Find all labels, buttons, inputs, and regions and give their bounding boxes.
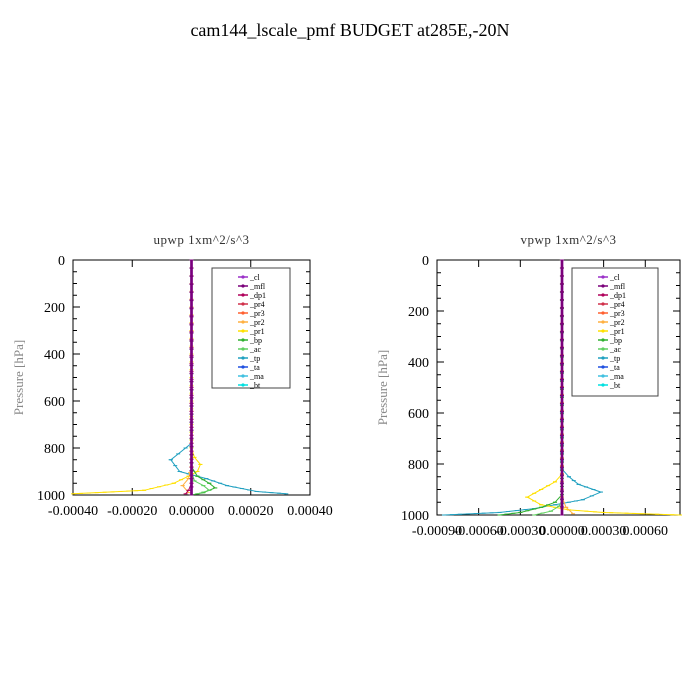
chart2-legend-marker (601, 365, 605, 369)
chart2-xtick-label: -0.00060 (454, 524, 504, 539)
chart2-ylabel: Pressure [hPa] (375, 350, 390, 425)
chart1-legend-marker (241, 293, 245, 297)
chart1-legend-label: _ac (249, 345, 262, 354)
chart1-ytick-label: 600 (44, 395, 65, 410)
chart2-ytick-label: 800 (408, 458, 429, 473)
chart1-legend-marker (241, 365, 245, 369)
chart1-legend-label: _cl (249, 273, 261, 282)
chart2-legend-marker (601, 293, 605, 297)
figure-title: cam144_lscale_pmf BUDGET at285E,-20N (190, 20, 510, 40)
chart1-ytick-label: 0 (58, 254, 65, 269)
chart1-legend-label: _ma (249, 372, 264, 381)
chart2-legend-label: _pr1 (609, 327, 625, 336)
chart2-ytick-label: 1000 (401, 509, 429, 524)
chart1-xtick-label: 0.00020 (228, 504, 274, 519)
chart2-legend-label: _mfl (609, 282, 626, 291)
chart1-ytick-label: 200 (44, 301, 65, 316)
chart1-ytick-label: 400 (44, 348, 65, 363)
chart1-legend-marker (241, 383, 245, 387)
chart1-legend-label: _pr2 (249, 318, 265, 327)
chart2-legend-label: _bt (609, 381, 621, 390)
chart1-legend-label: _dp1 (249, 291, 266, 300)
chart1-xtick-label: -0.00040 (48, 504, 98, 519)
chart1-legend-marker (241, 374, 245, 378)
chart1-xtick-label: -0.00020 (107, 504, 157, 519)
chart2-ytick-label: 0 (422, 254, 429, 269)
chart1-legend-marker (241, 338, 245, 342)
chart1-legend-label: _tp (249, 354, 260, 363)
chart1-legend-label: _pr4 (249, 300, 265, 309)
chart1-legend-marker (241, 275, 245, 279)
chart1-legend-label: _ta (249, 363, 260, 372)
chart2-xtick-label: 0.00060 (623, 524, 669, 539)
chart1-xtick-label: 0.00040 (287, 504, 333, 519)
chart2-legend-box (571, 267, 659, 397)
chart1-xtick-label: 0.00000 (169, 504, 215, 519)
chart1-series-line-pr1 (72, 260, 201, 495)
chart1-legend-marker (241, 347, 245, 351)
chart1-legend-label: _bp (249, 336, 262, 345)
chart1-legend-marker (241, 284, 245, 288)
chart2-xtick-label: 0.00030 (581, 524, 627, 539)
chart2-ytick-label: 600 (408, 407, 429, 422)
chart1-legend-box (211, 267, 291, 389)
chart1-ylabel: Pressure [hPa] (11, 340, 26, 415)
chart2-series-line-ac (534, 260, 563, 516)
chart2-legend-label: _pr3 (609, 309, 625, 318)
chart2-legend-marker (601, 284, 605, 288)
chart2-legend-label: _ma (609, 372, 624, 381)
chart1-legend-marker (241, 356, 245, 360)
chart2-legend-label: _tp (609, 354, 620, 363)
chart2-legend-label: _ta (609, 363, 620, 372)
chart1-title: upwp 1xm^2/s^3 (153, 232, 249, 247)
chart2-legend-marker (601, 329, 605, 333)
chart2-legend-label: _pr2 (609, 318, 625, 327)
chart2-legend-marker (601, 275, 605, 279)
chart2-legend-marker (601, 302, 605, 306)
chart2-series-line-bp (499, 260, 563, 516)
chart2-legend-label: _dp1 (609, 291, 626, 300)
chart1-legend-label: _bt (249, 381, 261, 390)
chart1-ytick-label: 800 (44, 442, 65, 457)
chart2-legend-marker (601, 374, 605, 378)
chart1-ytick-label: 1000 (37, 489, 65, 504)
chart2-legend-marker (601, 347, 605, 351)
chart2-xtick-label: 0.00000 (539, 524, 585, 539)
chart2-legend-marker (601, 320, 605, 324)
chart1-legend-marker (241, 320, 245, 324)
chart1-legend-marker (241, 329, 245, 333)
chart2-ytick-label: 400 (408, 356, 429, 371)
chart2-title: vpwp 1xm^2/s^3 (520, 232, 616, 247)
chart2-legend-marker (601, 383, 605, 387)
chart2-legend-marker (601, 338, 605, 342)
chart2-ytick-label: 200 (408, 305, 429, 320)
chart1-legend-label: _pr1 (249, 327, 265, 336)
chart1-legend-label: _mfl (249, 282, 266, 291)
chart2-legend-marker (601, 356, 605, 360)
chart1-legend-marker (241, 302, 245, 306)
chart2-legend-label: _pr4 (609, 300, 625, 309)
chart2-xtick-label: -0.00090 (412, 524, 462, 539)
chart1-legend-marker (241, 311, 245, 315)
chart2-xtick-label: -0.00030 (495, 524, 545, 539)
chart1-legend-label: _pr3 (249, 309, 265, 318)
chart2-legend-label: _bp (609, 336, 622, 345)
chart2-legend-marker (601, 311, 605, 315)
chart1-series-line-ac (191, 260, 211, 495)
chart1-series-line-pr2 (181, 260, 192, 493)
chart2-legend-label: _ac (609, 345, 622, 354)
chart2-legend-label: _cl (609, 273, 621, 282)
